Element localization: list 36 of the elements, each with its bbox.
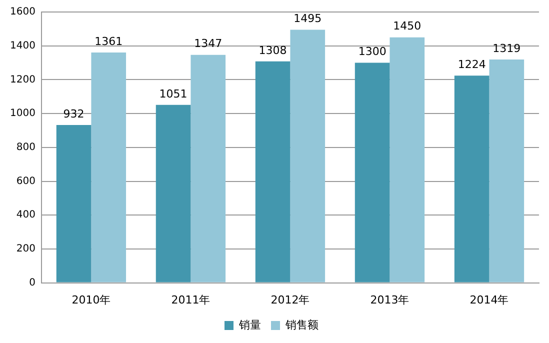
y-tick-label: 1000 (10, 108, 36, 120)
bar (454, 76, 490, 282)
y-tick-label: 400 (16, 210, 36, 221)
data-label: 1450 (393, 20, 422, 33)
data-label: 1300 (358, 45, 386, 58)
x-tick-label: 2011年 (171, 293, 210, 306)
data-label: 1308 (258, 44, 287, 57)
data-label: 932 (63, 107, 84, 120)
y-tick-label: 200 (16, 244, 36, 255)
y-tick-label: 1400 (10, 40, 36, 52)
bar (489, 60, 524, 282)
x-tick-label: 2014年 (470, 293, 509, 306)
y-tick-label: 1600 (10, 6, 36, 18)
y-tick-label: 0 (29, 277, 36, 288)
bar (156, 104, 191, 282)
bar (91, 52, 126, 282)
data-label: 1224 (458, 58, 486, 71)
y-tick-label: 1200 (10, 74, 36, 86)
bar (190, 54, 226, 282)
data-label: 1319 (492, 42, 521, 55)
bar (390, 37, 425, 282)
y-tick-label: 600 (16, 176, 36, 187)
data-label: 1347 (194, 37, 222, 50)
data-label: 1361 (94, 34, 123, 48)
data-label: 1051 (159, 87, 188, 100)
x-tick-label: 2010年 (72, 293, 111, 306)
legend-label: 销售额 (284, 318, 318, 332)
bar (56, 125, 92, 282)
x-tick-label: 2013年 (370, 293, 410, 306)
data-label: 1495 (294, 12, 322, 26)
bar (255, 61, 290, 282)
bar (354, 62, 390, 282)
y-tick-label: 800 (16, 142, 36, 153)
x-tick-label: 2012年 (270, 293, 310, 306)
bar (290, 30, 326, 282)
legend-label: 销量 (238, 318, 261, 332)
